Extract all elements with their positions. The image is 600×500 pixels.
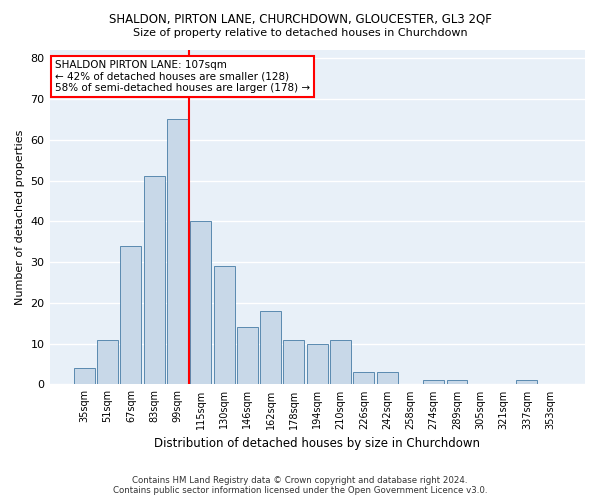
X-axis label: Distribution of detached houses by size in Churchdown: Distribution of detached houses by size … [154,437,480,450]
Text: SHALDON PIRTON LANE: 107sqm
← 42% of detached houses are smaller (128)
58% of se: SHALDON PIRTON LANE: 107sqm ← 42% of det… [55,60,310,93]
Bar [330,340,351,384]
Bar [446,380,467,384]
Bar [283,340,304,384]
Bar [260,311,281,384]
Bar [377,372,398,384]
Text: Contains HM Land Registry data © Crown copyright and database right 2024.
Contai: Contains HM Land Registry data © Crown c… [113,476,487,495]
Bar [190,222,211,384]
Bar [214,266,235,384]
Text: SHALDON, PIRTON LANE, CHURCHDOWN, GLOUCESTER, GL3 2QF: SHALDON, PIRTON LANE, CHURCHDOWN, GLOUCE… [109,12,491,26]
Bar [121,246,142,384]
Bar [144,176,165,384]
Bar [307,344,328,384]
Bar [517,380,538,384]
Bar [423,380,444,384]
Y-axis label: Number of detached properties: Number of detached properties [15,130,25,305]
Bar [353,372,374,384]
Bar [74,368,95,384]
Text: Size of property relative to detached houses in Churchdown: Size of property relative to detached ho… [133,28,467,38]
Bar [237,328,258,384]
Bar [167,120,188,384]
Bar [97,340,118,384]
